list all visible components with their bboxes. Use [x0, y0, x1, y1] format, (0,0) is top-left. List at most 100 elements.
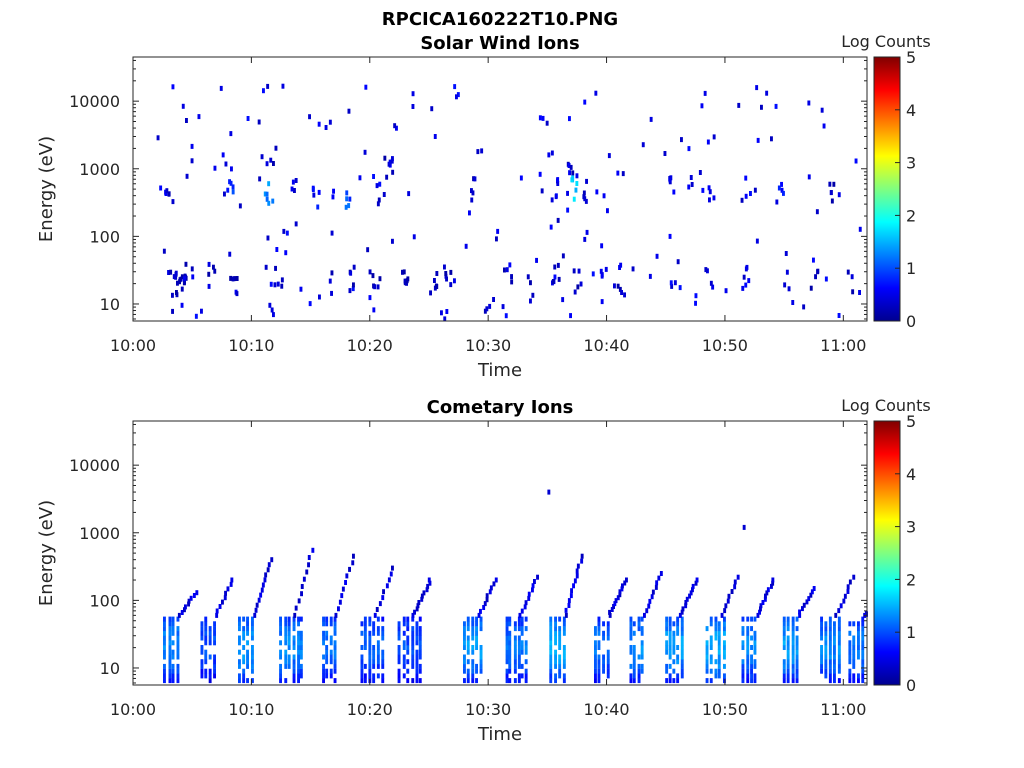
heatmap-cell: [562, 663, 566, 669]
heatmap-cell: [213, 663, 216, 669]
heatmap-cell: [406, 668, 410, 674]
heatmap-cell: [418, 616, 422, 622]
heatmap-cell: [317, 189, 321, 195]
heatmap-cell: [594, 668, 597, 674]
heatmap-cell: [418, 645, 422, 650]
heatmap-cell: [382, 192, 386, 197]
heatmap-cell: [279, 654, 282, 660]
figure-title: RPCICA160222T10.PNG: [382, 9, 618, 30]
heatmap-cell: [418, 678, 422, 684]
heatmap-cell: [839, 603, 843, 609]
heatmap-cell: [616, 170, 620, 176]
heatmap-cell: [417, 600, 421, 605]
heatmap-cell: [824, 640, 828, 646]
heatmap-cell: [238, 621, 241, 627]
heatmap-cell: [848, 621, 852, 627]
heatmap-cell: [848, 654, 852, 660]
heatmap-cell: [200, 630, 204, 636]
heatmap-cell: [694, 580, 698, 586]
heatmap-cell: [171, 630, 175, 636]
heatmap-cell: [471, 635, 475, 641]
heatmap-cell: [297, 616, 300, 622]
heatmap-cell: [524, 640, 528, 646]
heatmap-cell: [292, 640, 296, 646]
heatmap-cell: [640, 645, 644, 650]
heatmap-cell: [415, 635, 419, 641]
heatmap-cell: [820, 659, 823, 665]
heatmap-cell: [837, 616, 841, 622]
heatmap-cell: [284, 640, 288, 646]
heatmap-cell: [550, 150, 554, 156]
heatmap-cell: [281, 83, 285, 89]
y-tick-label: 1000: [79, 160, 120, 179]
heatmap-cell: [741, 640, 745, 646]
heatmap-cell: [843, 593, 847, 599]
heatmap-cell: [600, 243, 604, 249]
heatmap-cell: [558, 626, 562, 632]
heatmap-cell: [381, 654, 385, 660]
heatmap-cell: [741, 663, 745, 669]
heatmap-cell: [705, 654, 709, 660]
heatmap-cell: [330, 290, 333, 296]
heatmap-cell: [517, 659, 521, 665]
heatmap-cell: [524, 678, 528, 684]
heatmap-cell: [833, 659, 836, 665]
heatmap-cell: [415, 649, 419, 655]
heatmap-cell: [168, 654, 172, 660]
heatmap-cell: [756, 612, 760, 618]
heatmap-cell: [753, 678, 757, 684]
heatmap-cell: [292, 645, 296, 650]
heatmap-cell: [255, 602, 259, 608]
heatmap-cell: [180, 274, 184, 280]
heatmap-cell: [531, 292, 535, 298]
heatmap-cell: [554, 659, 557, 665]
heatmap-cell: [279, 616, 282, 622]
heatmap-cell: [402, 654, 406, 660]
heatmap-cell: [569, 164, 573, 170]
heatmap-cell: [616, 283, 620, 289]
heatmap-cell: [329, 673, 333, 679]
heatmap-cell: [564, 607, 568, 613]
heatmap-cell: [381, 616, 385, 622]
heatmap-cell: [747, 278, 751, 284]
heatmap-cell: [798, 612, 802, 618]
heatmap-cell: [383, 155, 387, 161]
heatmap-cell: [568, 116, 571, 122]
heatmap-cell: [833, 673, 836, 679]
heatmap-cell: [852, 673, 856, 679]
heatmap-cell: [385, 583, 389, 589]
heatmap-cell: [471, 668, 475, 674]
heatmap-cell: [470, 188, 473, 194]
heatmap-cell: [637, 678, 641, 684]
heatmap-cell: [411, 91, 415, 97]
heatmap-cell: [513, 678, 517, 684]
heatmap-cell: [570, 588, 573, 594]
heatmap-cell: [741, 645, 745, 650]
heatmap-cell: [251, 616, 254, 622]
heatmap-cell: [168, 678, 172, 684]
heatmap-cell: [504, 313, 508, 319]
heatmap-cell: [508, 635, 512, 641]
heatmap-cell: [746, 630, 750, 636]
heatmap-cell: [558, 635, 562, 641]
heatmap-cell: [162, 248, 166, 254]
heatmap-cell: [333, 654, 337, 660]
heatmap-cell: [854, 158, 858, 164]
heatmap-cell: [425, 587, 429, 593]
heatmap-cell: [352, 282, 355, 288]
heatmap-cell: [368, 663, 372, 669]
heatmap-cell: [453, 84, 457, 90]
heatmap-cell: [415, 678, 419, 684]
heatmap-cell: [824, 635, 828, 641]
heatmap-cell: [292, 663, 296, 669]
heatmap-cell: [861, 678, 865, 684]
heatmap-cell: [505, 654, 509, 660]
heatmap-cell: [263, 191, 267, 197]
heatmap-cell: [508, 678, 512, 684]
x-axis-label: Time: [477, 724, 522, 745]
heatmap-cell: [828, 645, 832, 650]
y-tick-label: 100: [89, 591, 120, 610]
heatmap-cell: [764, 593, 767, 599]
heatmap-cell: [629, 673, 633, 679]
heatmap-cell: [659, 571, 663, 576]
